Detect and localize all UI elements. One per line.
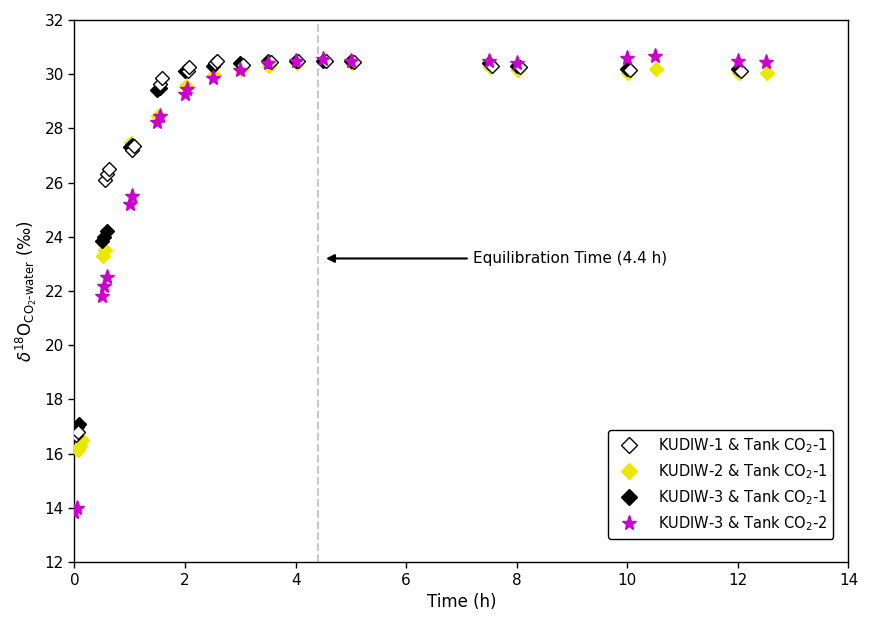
Text: Equilibration Time (4.4 h): Equilibration Time (4.4 h) bbox=[329, 251, 666, 266]
Legend: KUDIW-1 & Tank CO$_2$-1, KUDIW-2 & Tank CO$_2$-1, KUDIW-3 & Tank CO$_2$-1, KUDIW: KUDIW-1 & Tank CO$_2$-1, KUDIW-2 & Tank … bbox=[609, 430, 834, 539]
Y-axis label: $\delta^{18}$O$_{\mathrm{CO_2\text{-}water}}$ (‰): $\delta^{18}$O$_{\mathrm{CO_2\text{-}wat… bbox=[14, 220, 39, 362]
X-axis label: Time (h): Time (h) bbox=[426, 593, 496, 611]
